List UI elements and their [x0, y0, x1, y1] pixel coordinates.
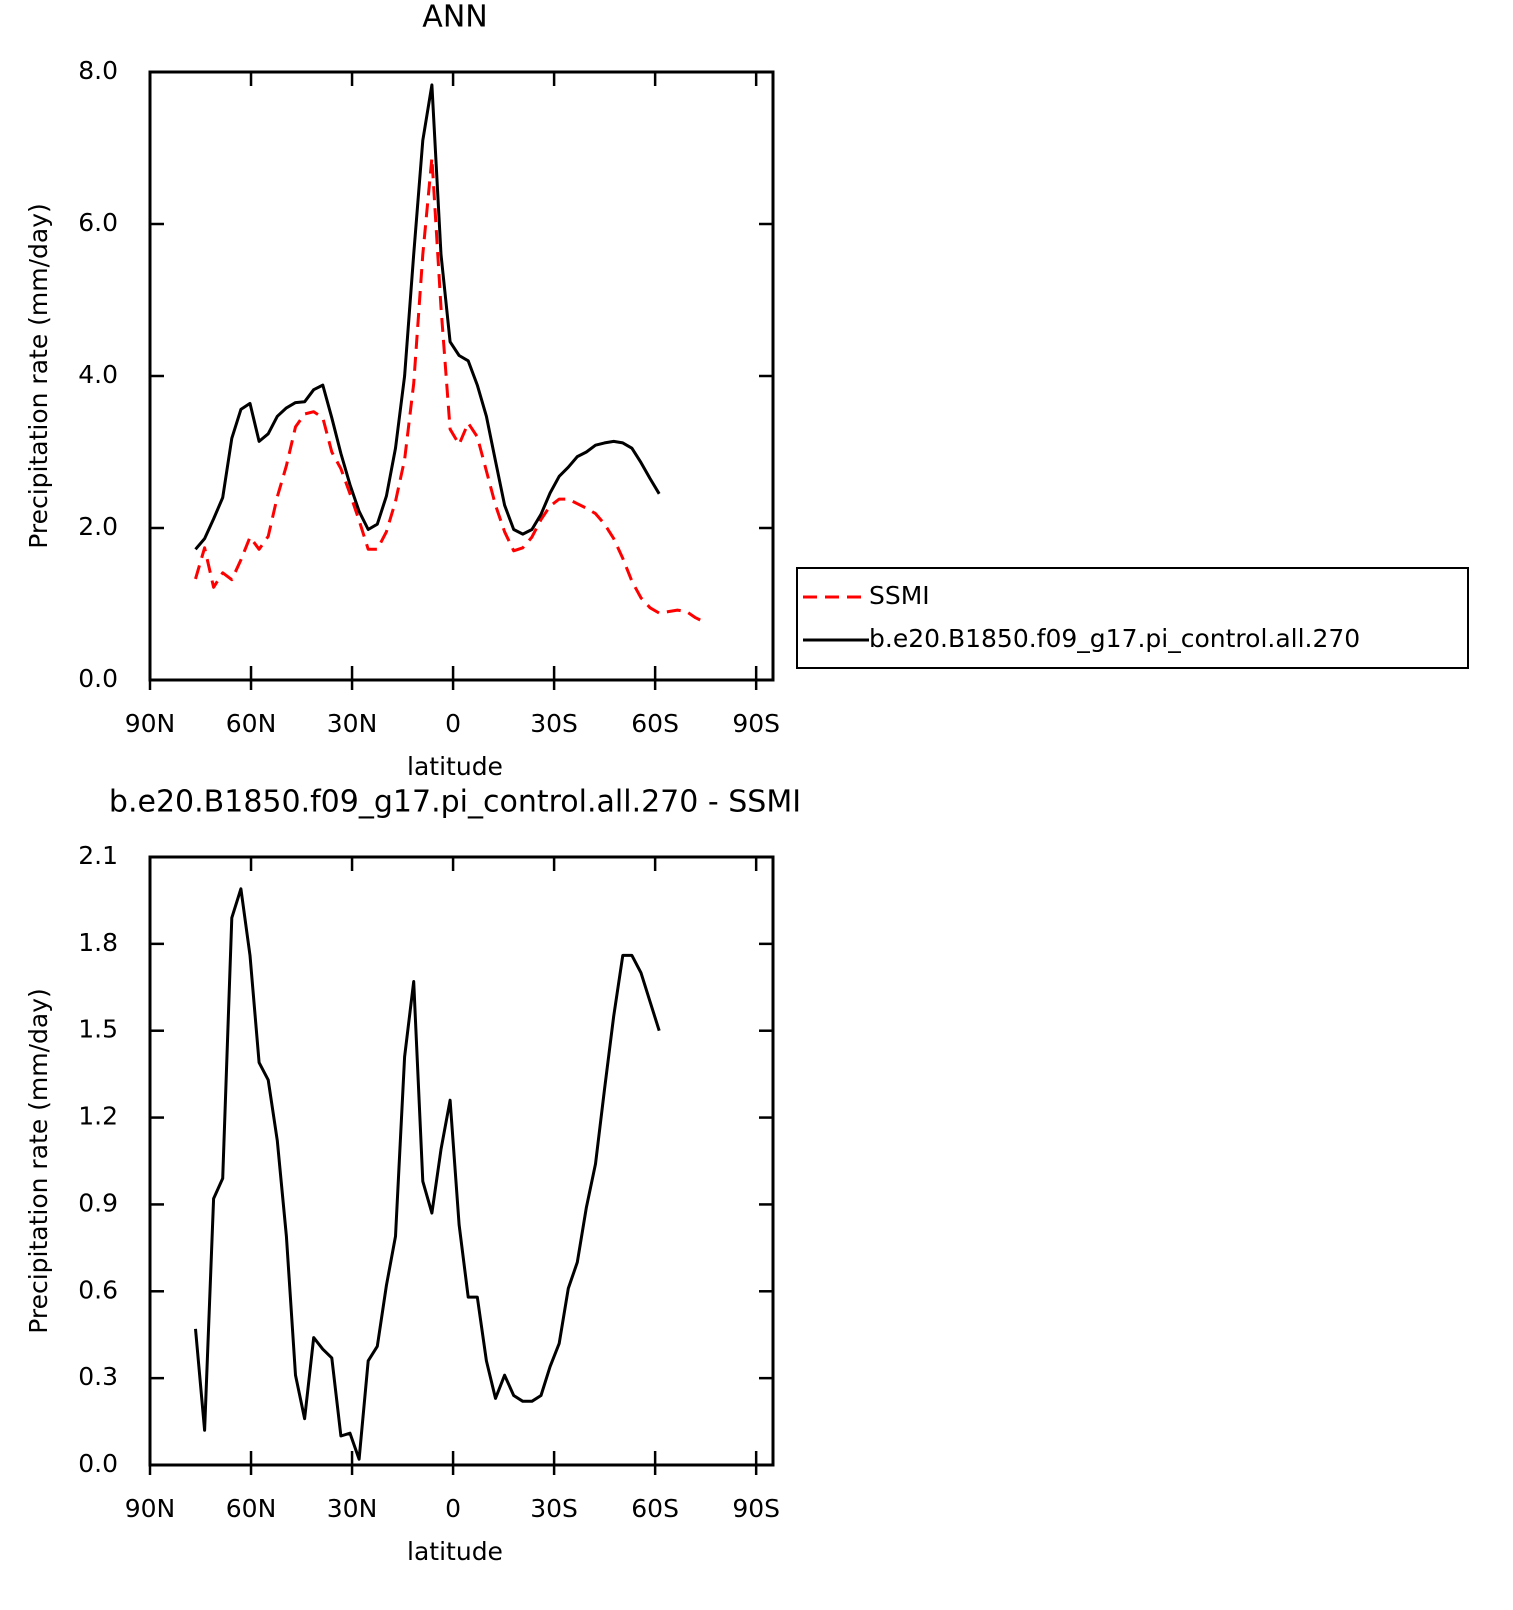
y-tick-label: 1.5 [78, 1015, 118, 1044]
chart-title: b.e20.B1850.f09_g17.pi_control.all.270 -… [109, 785, 801, 820]
y-tick-label: 1.2 [78, 1102, 118, 1131]
legend-box [796, 567, 1469, 669]
x-tick-label: 90N [125, 709, 176, 738]
x-tick-label: 30N [327, 1494, 378, 1523]
x-tick-label: 60N [226, 709, 277, 738]
data-line [194, 887, 661, 1461]
y-tick-label: 8.0 [78, 56, 118, 85]
legend-label: b.e20.B1850.f09_g17.pi_control.all.270 [869, 624, 1360, 653]
y-axis-label: Precipitation rate (mm/day) [24, 988, 53, 1334]
y-tick-label: 4.0 [78, 360, 118, 389]
x-tick-label: 30S [530, 709, 578, 738]
x-tick-label: 90S [732, 1494, 780, 1523]
data-line [194, 156, 706, 624]
x-tick-label: 90N [125, 1494, 176, 1523]
x-tick-label: 0 [445, 709, 461, 738]
y-tick-label: 0.3 [78, 1362, 118, 1391]
x-axis-label: latitude [407, 752, 503, 781]
data-line [194, 83, 661, 551]
y-tick-label: 1.8 [78, 928, 118, 957]
x-tick-label: 60N [226, 1494, 277, 1523]
x-axis-label: latitude [407, 1537, 503, 1566]
plot-frame [148, 70, 775, 682]
x-tick-label: 60S [631, 709, 679, 738]
y-tick-label: 0.0 [78, 1449, 118, 1478]
x-tick-label: 30N [327, 709, 378, 738]
x-tick-label: 0 [445, 1494, 461, 1523]
legend-label: SSMI [869, 581, 930, 610]
y-tick-label: 0.9 [78, 1188, 118, 1217]
x-tick-label: 90S [732, 709, 780, 738]
x-tick-label: 60S [631, 1494, 679, 1523]
y-tick-label: 6.0 [78, 208, 118, 237]
chart-title: ANN [422, 0, 487, 35]
plot-frame [148, 855, 775, 1467]
y-tick-label: 2.1 [78, 841, 118, 870]
y-axis-label: Precipitation rate (mm/day) [24, 203, 53, 549]
y-tick-label: 2.0 [78, 512, 118, 541]
x-tick-label: 30S [530, 1494, 578, 1523]
y-tick-label: 0.6 [78, 1275, 118, 1304]
y-tick-label: 0.0 [78, 664, 118, 693]
